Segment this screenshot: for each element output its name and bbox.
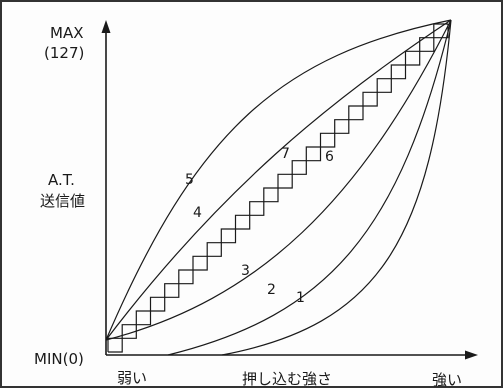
curve-label-6: 6 [325,149,334,165]
curve-label-3: 3 [241,263,250,279]
curve-label-7: 7 [281,146,290,162]
curve-label-4: 4 [193,205,202,221]
x-strong-label: 強い [432,371,462,388]
curve-1 [221,19,452,356]
y-axis-title-line2: 送信値 [40,192,85,210]
stair-7-path [107,23,448,352]
y-max-label: MAX [50,24,83,42]
curve-2 [167,19,452,356]
x-weak-label: 弱い [117,369,147,387]
y-min-label: MIN(0) [34,350,84,368]
curve-label-2: 2 [267,282,276,298]
y-max-value-label: (127) [44,44,84,62]
x-axis-title: 押し込む強さ [242,370,332,388]
y-axis-arrowhead [101,20,111,33]
curve-label-5: 5 [185,172,194,188]
y-axis-title-line1: A.T. [48,171,75,189]
curve-3 [105,19,452,341]
curve-4 [105,19,452,341]
x-axis-arrowhead [465,350,478,360]
stair-curve-7 [107,23,448,352]
curve-label-1: 1 [296,290,305,306]
curve-5 [105,19,452,341]
